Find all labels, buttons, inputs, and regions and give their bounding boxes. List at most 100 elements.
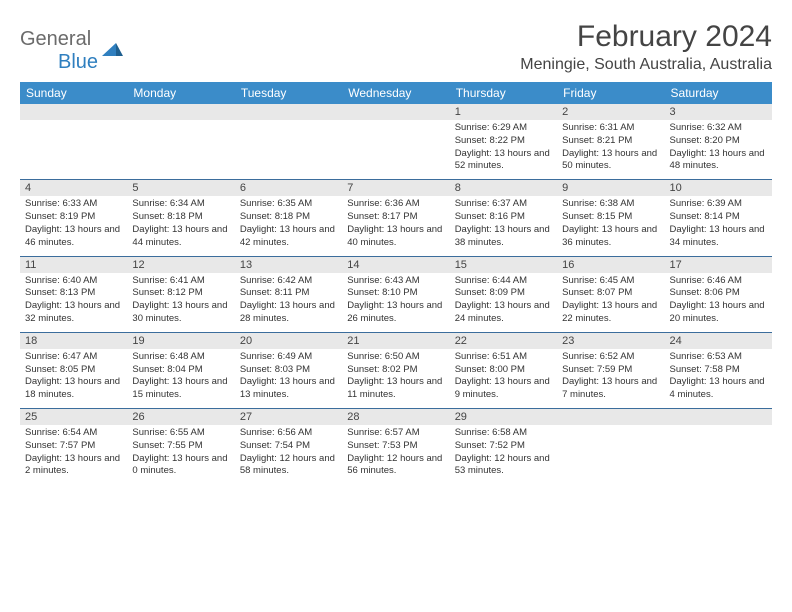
- sunset-text: Sunset: 8:06 PM: [670, 287, 767, 300]
- daylight-text: Daylight: 13 hours and 11 minutes.: [347, 376, 444, 402]
- logo-text: General Blue: [20, 28, 98, 74]
- day-cell: Sunrise: 6:56 AMSunset: 7:54 PMDaylight:…: [235, 425, 342, 484]
- daylight-text: Daylight: 13 hours and 36 minutes.: [562, 224, 659, 250]
- weekday-header: Thursday: [450, 82, 557, 104]
- daylight-text: Daylight: 12 hours and 53 minutes.: [455, 453, 552, 479]
- daylight-text: Daylight: 13 hours and 50 minutes.: [562, 148, 659, 174]
- weekday-header: Sunday: [20, 82, 127, 104]
- day-number: 27: [235, 409, 342, 425]
- calendar-grid: Sunday Monday Tuesday Wednesday Thursday…: [20, 82, 772, 484]
- sunset-text: Sunset: 8:07 PM: [562, 287, 659, 300]
- day-cell: Sunrise: 6:44 AMSunset: 8:09 PMDaylight:…: [450, 273, 557, 332]
- day-number: 28: [342, 409, 449, 425]
- day-cell: [235, 120, 342, 179]
- sunrise-text: Sunrise: 6:34 AM: [132, 198, 229, 211]
- day-number: 13: [235, 257, 342, 273]
- day-number: [342, 104, 449, 120]
- day-cell: Sunrise: 6:39 AMSunset: 8:14 PMDaylight:…: [665, 196, 772, 255]
- daylight-text: Daylight: 13 hours and 7 minutes.: [562, 376, 659, 402]
- sunrise-text: Sunrise: 6:42 AM: [240, 275, 337, 288]
- weekday-header: Friday: [557, 82, 664, 104]
- sunrise-text: Sunrise: 6:48 AM: [132, 351, 229, 364]
- sunrise-text: Sunrise: 6:55 AM: [132, 427, 229, 440]
- day-cell: [127, 120, 234, 179]
- day-number: 6: [235, 180, 342, 196]
- logo-word-blue: Blue: [20, 51, 98, 74]
- sunrise-text: Sunrise: 6:41 AM: [132, 275, 229, 288]
- sunrise-text: Sunrise: 6:29 AM: [455, 122, 552, 135]
- day-number: 16: [557, 257, 664, 273]
- sunrise-text: Sunrise: 6:58 AM: [455, 427, 552, 440]
- daylight-text: Daylight: 13 hours and 32 minutes.: [25, 300, 122, 326]
- sunset-text: Sunset: 7:53 PM: [347, 440, 444, 453]
- day-cell: Sunrise: 6:53 AMSunset: 7:58 PMDaylight:…: [665, 349, 772, 408]
- day-cell: Sunrise: 6:29 AMSunset: 8:22 PMDaylight:…: [450, 120, 557, 179]
- day-number: 8: [450, 180, 557, 196]
- week-details-row: Sunrise: 6:29 AMSunset: 8:22 PMDaylight:…: [20, 120, 772, 179]
- weekday-header: Monday: [127, 82, 234, 104]
- daylight-text: Daylight: 13 hours and 34 minutes.: [670, 224, 767, 250]
- day-cell: Sunrise: 6:43 AMSunset: 8:10 PMDaylight:…: [342, 273, 449, 332]
- day-cell: Sunrise: 6:50 AMSunset: 8:02 PMDaylight:…: [342, 349, 449, 408]
- daylight-text: Daylight: 13 hours and 28 minutes.: [240, 300, 337, 326]
- weekday-header: Saturday: [665, 82, 772, 104]
- daylight-text: Daylight: 13 hours and 18 minutes.: [25, 376, 122, 402]
- week-details-row: Sunrise: 6:54 AMSunset: 7:57 PMDaylight:…: [20, 425, 772, 484]
- day-cell: [342, 120, 449, 179]
- day-number: [665, 409, 772, 425]
- daylight-text: Daylight: 13 hours and 44 minutes.: [132, 224, 229, 250]
- day-cell: [20, 120, 127, 179]
- sunrise-text: Sunrise: 6:54 AM: [25, 427, 122, 440]
- sunset-text: Sunset: 8:19 PM: [25, 211, 122, 224]
- sunrise-text: Sunrise: 6:39 AM: [670, 198, 767, 211]
- daylight-text: Daylight: 13 hours and 46 minutes.: [25, 224, 122, 250]
- sunrise-text: Sunrise: 6:46 AM: [670, 275, 767, 288]
- day-number: 25: [20, 409, 127, 425]
- title-block: February 2024 Meningie, South Australia,…: [520, 20, 772, 74]
- weeks-container: 123Sunrise: 6:29 AMSunset: 8:22 PMDaylig…: [20, 104, 772, 484]
- day-number: [20, 104, 127, 120]
- day-cell: Sunrise: 6:35 AMSunset: 8:18 PMDaylight:…: [235, 196, 342, 255]
- day-number: 5: [127, 180, 234, 196]
- sunset-text: Sunset: 8:20 PM: [670, 135, 767, 148]
- logo-word-general: General: [20, 28, 91, 50]
- daylight-text: Daylight: 13 hours and 4 minutes.: [670, 376, 767, 402]
- sunrise-text: Sunrise: 6:52 AM: [562, 351, 659, 364]
- calendar-page: General Blue February 2024 Meningie, Sou…: [0, 0, 792, 494]
- weekday-header-row: Sunday Monday Tuesday Wednesday Thursday…: [20, 82, 772, 104]
- day-number: 29: [450, 409, 557, 425]
- day-cell: Sunrise: 6:37 AMSunset: 8:16 PMDaylight:…: [450, 196, 557, 255]
- sunset-text: Sunset: 8:09 PM: [455, 287, 552, 300]
- sunset-text: Sunset: 7:52 PM: [455, 440, 552, 453]
- day-number: 4: [20, 180, 127, 196]
- sunrise-text: Sunrise: 6:35 AM: [240, 198, 337, 211]
- day-cell: Sunrise: 6:32 AMSunset: 8:20 PMDaylight:…: [665, 120, 772, 179]
- logo: General Blue: [20, 20, 124, 74]
- sunset-text: Sunset: 8:12 PM: [132, 287, 229, 300]
- sunset-text: Sunset: 7:59 PM: [562, 364, 659, 377]
- day-number: [127, 104, 234, 120]
- sunrise-text: Sunrise: 6:56 AM: [240, 427, 337, 440]
- day-cell: Sunrise: 6:54 AMSunset: 7:57 PMDaylight:…: [20, 425, 127, 484]
- sunset-text: Sunset: 8:13 PM: [25, 287, 122, 300]
- sunrise-text: Sunrise: 6:47 AM: [25, 351, 122, 364]
- daynum-row: 45678910: [20, 179, 772, 196]
- day-cell: Sunrise: 6:40 AMSunset: 8:13 PMDaylight:…: [20, 273, 127, 332]
- day-number: 20: [235, 333, 342, 349]
- day-cell: Sunrise: 6:38 AMSunset: 8:15 PMDaylight:…: [557, 196, 664, 255]
- sunrise-text: Sunrise: 6:38 AM: [562, 198, 659, 211]
- daylight-text: Daylight: 13 hours and 42 minutes.: [240, 224, 337, 250]
- day-number: 2: [557, 104, 664, 120]
- week-details-row: Sunrise: 6:40 AMSunset: 8:13 PMDaylight:…: [20, 273, 772, 332]
- day-cell: [665, 425, 772, 484]
- day-number: 17: [665, 257, 772, 273]
- day-number: 9: [557, 180, 664, 196]
- sunrise-text: Sunrise: 6:37 AM: [455, 198, 552, 211]
- day-number: 12: [127, 257, 234, 273]
- sunset-text: Sunset: 8:05 PM: [25, 364, 122, 377]
- daylight-text: Daylight: 13 hours and 38 minutes.: [455, 224, 552, 250]
- day-cell: Sunrise: 6:34 AMSunset: 8:18 PMDaylight:…: [127, 196, 234, 255]
- sunset-text: Sunset: 8:15 PM: [562, 211, 659, 224]
- day-cell: [557, 425, 664, 484]
- sunrise-text: Sunrise: 6:33 AM: [25, 198, 122, 211]
